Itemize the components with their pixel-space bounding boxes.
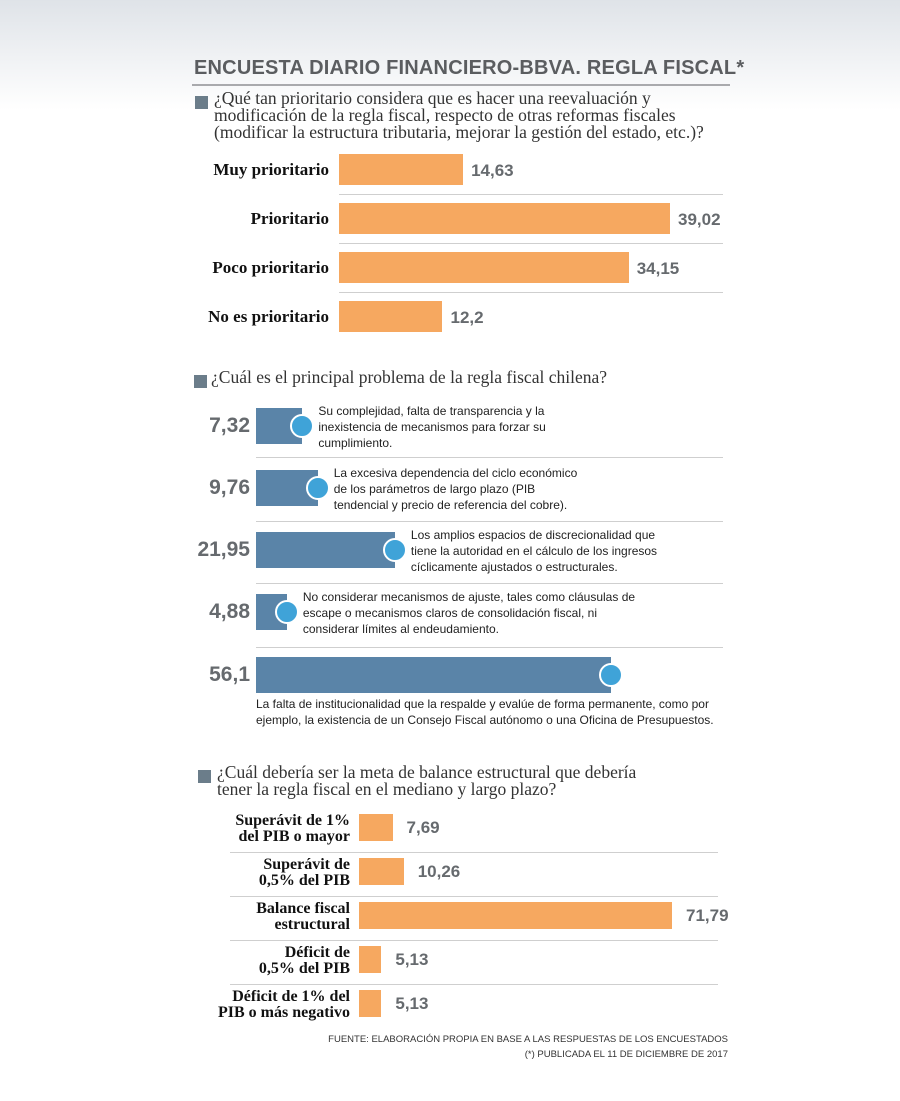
bar xyxy=(339,301,443,332)
category-line: Superávit de 1% xyxy=(235,812,350,829)
value-label: 10,26 xyxy=(417,862,461,881)
question-2-marker xyxy=(194,375,207,388)
bar xyxy=(339,203,670,234)
bar xyxy=(359,858,404,885)
bar xyxy=(256,657,611,693)
category-label: Poco prioritario xyxy=(212,258,329,277)
bar xyxy=(359,990,382,1017)
problem-description: No considerar mecanismos de ajuste, tale… xyxy=(303,589,635,637)
category-line: Déficit de 1% del xyxy=(232,988,350,1005)
question-3-line: ¿Cuál debería ser la meta de balance est… xyxy=(217,762,637,782)
value-label: 56,1 xyxy=(209,663,250,686)
value-label: 71,79 xyxy=(686,906,729,925)
row-divider xyxy=(256,457,723,458)
row-divider xyxy=(230,896,718,897)
description-line: No considerar mecanismos de ajuste, tale… xyxy=(302,590,636,604)
category-line: Superávit de xyxy=(263,856,350,873)
question-1-line: (modificar la estructura tributaria, mej… xyxy=(214,122,704,142)
description-line: tendencial y precio de referencia del co… xyxy=(333,498,568,512)
value-label: 21,95 xyxy=(197,538,250,561)
description-line: tiene la autoridad en el cálculo de los … xyxy=(410,544,658,558)
question-2-text: ¿Cuál es el principal problema de la reg… xyxy=(211,367,607,387)
category-line: 0,5% del PIB xyxy=(258,872,350,889)
category-label: Muy prioritario xyxy=(213,160,329,179)
description-line: considerar límites al endeudamiento. xyxy=(302,622,499,636)
value-label: 4,88 xyxy=(209,600,250,623)
row-divider xyxy=(230,940,718,941)
category-label: Prioritario xyxy=(250,209,329,228)
page-title: ENCUESTA DIARIO FINANCIERO-BBVA. REGLA F… xyxy=(194,57,745,79)
description-line: escape o mecanismos claros de consolidac… xyxy=(302,606,598,620)
row-divider xyxy=(256,521,723,522)
row-divider xyxy=(256,647,723,648)
problem-description: La falta de institucionalidad que la res… xyxy=(256,696,714,728)
question-3-marker xyxy=(198,770,211,783)
question-1-line: modificación de la regla fiscal, respect… xyxy=(214,105,676,125)
row-divider xyxy=(230,852,718,853)
question-3-line: tener la regla fiscal en el mediano y la… xyxy=(217,779,557,799)
bar xyxy=(359,814,393,841)
bar xyxy=(359,902,672,929)
row-divider xyxy=(256,583,723,584)
publication-note: (*) PUBLICADA EL 11 DE DICIEMBRE DE 2017 xyxy=(524,1049,728,1060)
description-line: cumplimiento. xyxy=(318,436,393,450)
title-divider xyxy=(192,84,730,86)
category-label: No es prioritario xyxy=(208,307,329,326)
category-label: Déficit de 0,5% del PIB xyxy=(259,945,350,977)
value-label: 12,2 xyxy=(450,308,484,327)
row-divider xyxy=(339,243,723,244)
category-label: Balance fiscal estructural xyxy=(256,901,350,933)
bar-end-dot xyxy=(290,414,315,438)
description-line: La falta de institucionalidad que la res… xyxy=(256,697,709,711)
category-line: estructural xyxy=(274,916,350,933)
question-1-line: ¿Qué tan prioritario considera que es ha… xyxy=(214,88,651,108)
bar xyxy=(339,154,464,185)
header-background xyxy=(0,0,900,110)
question-2-line: ¿Cuál es el principal problema de la reg… xyxy=(211,367,607,387)
problem-description: La excesiva dependencia del ciclo económ… xyxy=(334,465,578,513)
description-line: La excesiva dependencia del ciclo económ… xyxy=(333,466,578,480)
description-line: inexistencia de mecanismos para forzar s… xyxy=(318,420,546,434)
bar-end-dot xyxy=(382,538,407,562)
value-label: 14,63 xyxy=(471,161,514,180)
description-line: cíclicamente ajustados o estructurales. xyxy=(410,560,618,574)
row-divider xyxy=(339,194,723,195)
problem-description: Los amplios espacios de discrecionalidad… xyxy=(411,527,657,575)
value-label: 9,76 xyxy=(209,476,250,499)
bar-end-dot xyxy=(599,663,623,687)
category-line: Balance fiscal xyxy=(256,900,350,917)
category-label: Superávit de 1% del PIB o mayor xyxy=(235,813,350,845)
description-line: ejemplo, la existencia de un Consejo Fis… xyxy=(256,713,714,727)
bar-end-dot xyxy=(305,476,330,500)
category-line: 0,5% del PIB xyxy=(258,960,350,977)
category-label: Déficit de 1% del PIB o más negativo xyxy=(218,989,350,1021)
description-line: Los amplios espacios de discrecionalidad… xyxy=(410,528,656,542)
value-label: 34,15 xyxy=(636,259,680,278)
description-line: de los parámetros de largo plazo (PIB xyxy=(333,482,536,496)
description-line: Su complejidad, falta de transparencia y… xyxy=(318,404,545,418)
row-divider xyxy=(339,292,723,293)
value-label: 7,69 xyxy=(406,818,440,837)
row-divider xyxy=(230,984,718,985)
category-line: del PIB o mayor xyxy=(238,828,350,845)
problem-description: Su complejidad, falta de transparencia y… xyxy=(318,403,545,451)
category-label: Superávit de 0,5% del PIB xyxy=(259,857,350,889)
category-line: Déficit de xyxy=(284,944,350,961)
bar-end-dot xyxy=(274,600,299,624)
bar xyxy=(256,532,395,568)
value-label: 5,13 xyxy=(395,950,429,969)
value-label: 7,32 xyxy=(209,414,250,437)
question-1-text: ¿Qué tan prioritario considera que es ha… xyxy=(214,88,704,142)
question-1-marker xyxy=(195,96,208,109)
value-label: 5,13 xyxy=(395,994,429,1013)
category-line: PIB o más negativo xyxy=(218,1004,350,1021)
value-label: 39,02 xyxy=(678,210,721,229)
question-3-text: ¿Cuál debería ser la meta de balance est… xyxy=(217,762,637,799)
source-note: FUENTE: ELABORACIÓN PROPIA EN BASE A LAS… xyxy=(328,1034,728,1045)
bar xyxy=(359,946,382,973)
bar xyxy=(339,252,629,283)
